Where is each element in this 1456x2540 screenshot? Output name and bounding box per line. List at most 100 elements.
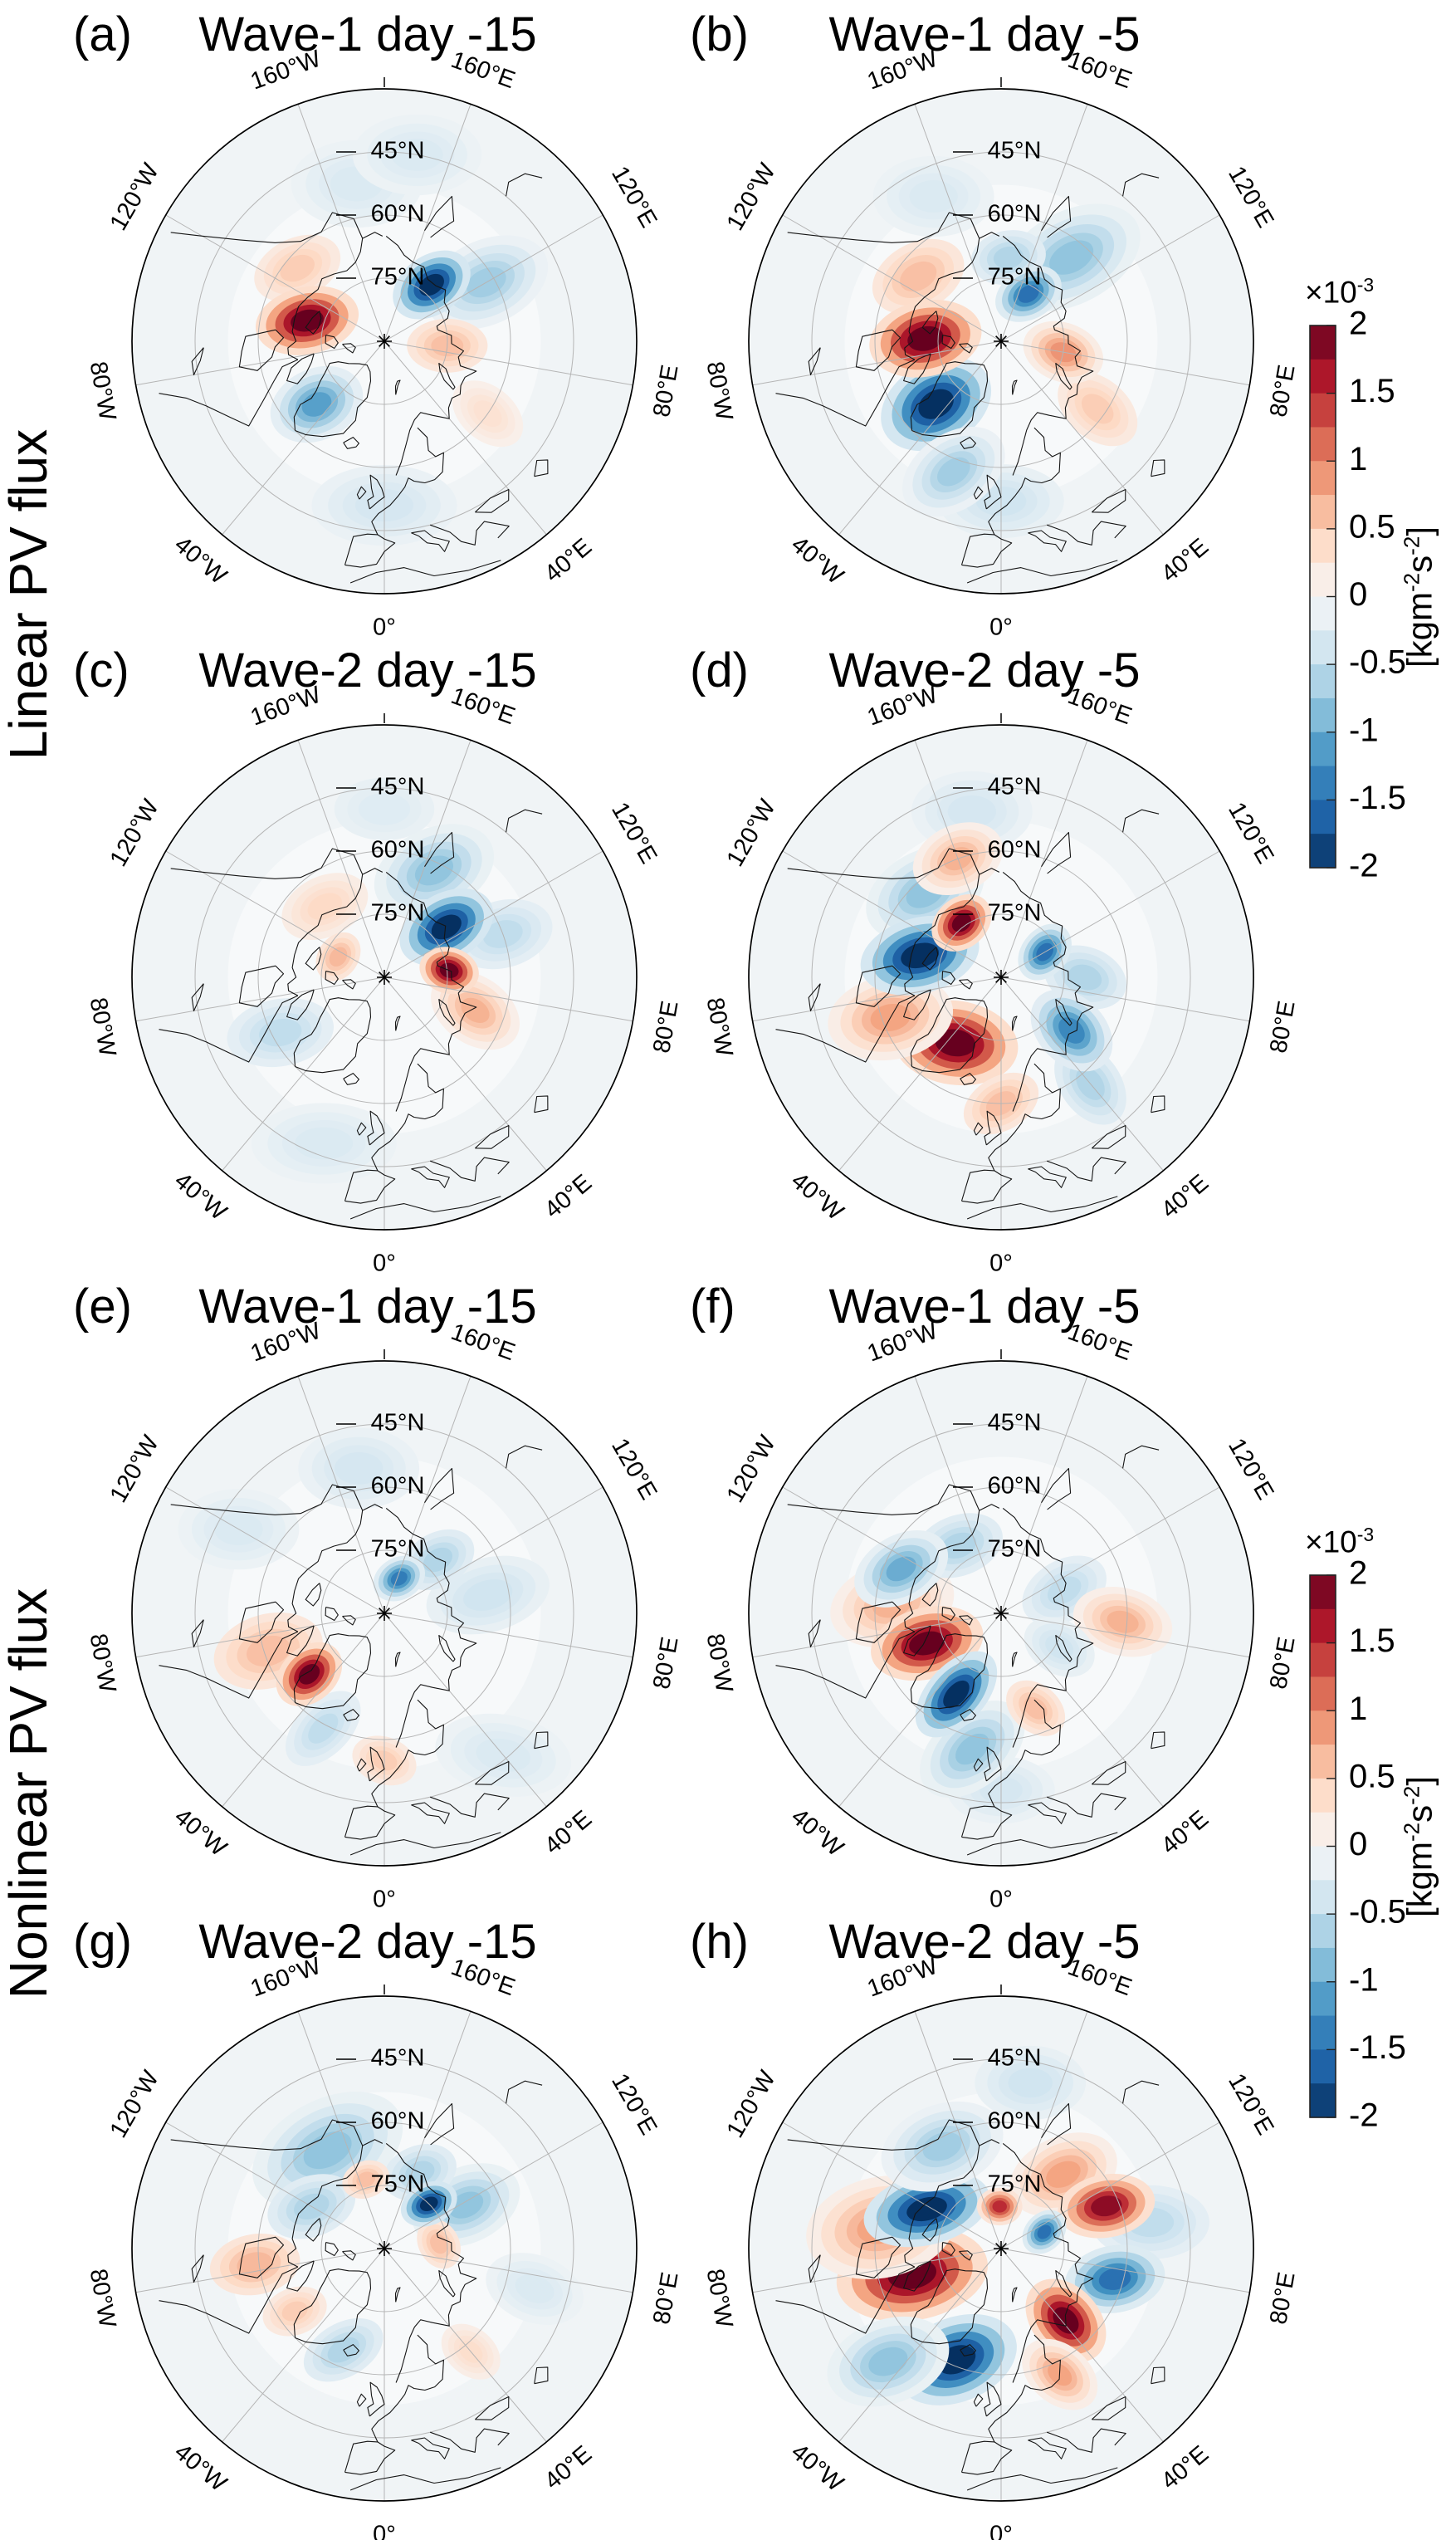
lon-label-e: 80°W xyxy=(85,1632,121,1695)
lon-label-h: 120°W xyxy=(721,2066,781,2142)
panel-letter-g: (g) xyxy=(73,1915,132,1969)
panel-title-h: Wave-2 day -5 xyxy=(828,1915,1141,1969)
lat-label-e: 60°N xyxy=(371,1473,425,1500)
lat-label-c: 75°N xyxy=(371,900,425,927)
lon-label-h: 80°W xyxy=(701,2267,738,2330)
lat-label-e: 45°N xyxy=(371,1410,425,1436)
panel-title-g: Wave-2 day -15 xyxy=(198,1915,537,1969)
lon-label-g: 80°W xyxy=(85,2267,121,2330)
colorbar-tick-label: -1 xyxy=(1349,1961,1379,1998)
map-b: 0°40°E80°E120°E160°E160°W120°W80°W40°W45… xyxy=(701,45,1301,641)
colorbar-tick-label: -1.5 xyxy=(1349,780,1406,816)
lon-label-d: 120°E xyxy=(1223,798,1278,869)
pole-marker-icon xyxy=(994,970,1009,985)
lon-label-b: 120°E xyxy=(1223,162,1278,232)
panel-title-e: Wave-1 day -15 xyxy=(198,1280,537,1334)
panel-letter-b: (b) xyxy=(690,7,749,61)
lon-label-f: 80°W xyxy=(701,1632,738,1695)
lon-label-g: 40°W xyxy=(169,2439,232,2498)
lon-label-h: 40°W xyxy=(786,2439,849,2498)
lon-label-b: 40°W xyxy=(786,531,849,590)
lat-label-d: 75°N xyxy=(988,900,1042,927)
lat-label-f: 75°N xyxy=(988,1536,1042,1563)
lon-label-a: 160°W xyxy=(247,45,325,95)
lon-label-f: 0° xyxy=(989,1887,1013,1913)
pole-marker-icon xyxy=(994,334,1009,349)
colorbar-tick-label: 1.5 xyxy=(1349,373,1395,409)
panel-title-a: Wave-1 day -15 xyxy=(198,7,537,61)
map-f: 0°40°E80°E120°E160°E160°W120°W80°W40°W45… xyxy=(701,1317,1301,1913)
pole-marker-icon xyxy=(377,334,392,349)
lat-label-e: 75°N xyxy=(371,1536,425,1563)
panel-title-f: Wave-1 day -5 xyxy=(828,1280,1141,1334)
lon-label-h: 160°E xyxy=(1064,1954,1135,2001)
lon-label-h: 120°E xyxy=(1223,2069,1278,2140)
map-h: 0° 40°E 80°E 120°E 160°E 160°W 120°W 80°W 40°W 45… xyxy=(701,1952,1301,2540)
colorbar-tick-label: -0.5 xyxy=(1349,1894,1406,1931)
lon-label-f: 160°W xyxy=(864,1317,942,1367)
lon-label-a: 40°E xyxy=(540,533,597,587)
lon-label-g: 120°W xyxy=(105,2066,164,2142)
lat-label-b: 60°N xyxy=(988,201,1042,228)
panel-title-b: Wave-1 day -5 xyxy=(828,7,1141,61)
colorbar-tick-label: 1 xyxy=(1349,441,1367,477)
lon-label-c: 160°E xyxy=(447,683,518,730)
lon-label-g: 120°E xyxy=(606,2069,662,2140)
colorbar-tick-label: 1.5 xyxy=(1349,1622,1395,1659)
pole-marker-icon xyxy=(377,2241,392,2256)
lon-label-e: 40°W xyxy=(169,1803,232,1862)
lon-label-b: 160°E xyxy=(1064,46,1135,94)
lon-label-f: 120°W xyxy=(721,1431,781,1507)
lon-label-f: 40°W xyxy=(786,1803,849,1862)
lon-label-f: 120°E xyxy=(1223,1434,1278,1505)
lat-label-c: 45°N xyxy=(371,774,425,800)
lon-label-g: 160°W xyxy=(247,1952,325,2002)
lat-label-f: 45°N xyxy=(988,1410,1042,1436)
panel-h: (h) Wave-2 day -5 0° 40°E 80°E 120°E 160°E 160°… xyxy=(669,1915,1333,2540)
group-label-nonlinear: Nonlinear PV flux xyxy=(0,1588,58,1999)
panel-title-d: Wave-2 day -5 xyxy=(828,644,1141,697)
map-d: 0° 40°E 80°E 120°E 160°E 160°W 120°W 80°W 40°W 45… xyxy=(701,681,1301,1277)
lon-label-c: 160°W xyxy=(247,681,325,731)
lat-label-g: 75°N xyxy=(371,2171,425,2198)
lon-label-c: 120°W xyxy=(105,795,164,871)
map-a: 0°40°E80°E120°E160°E160°W120°W80°W40°W45… xyxy=(85,45,684,641)
colorbar-tick-label: -1 xyxy=(1349,712,1379,748)
lat-label-b: 75°N xyxy=(988,264,1042,291)
colorbar-unit-label: [kgm-2s-2] xyxy=(1399,1775,1439,1917)
lon-label-b: 0° xyxy=(989,614,1013,641)
colorbar-tick-label: 0 xyxy=(1349,576,1367,613)
lon-label-d: 80°E xyxy=(1265,999,1300,1055)
colorbar-scale-label: ×10-3 xyxy=(1305,1524,1375,1559)
lon-label-g: 0° xyxy=(373,2522,396,2540)
lat-label-h: 60°N xyxy=(988,2108,1042,2135)
panel-letter-a: (a) xyxy=(73,7,132,61)
lon-label-e: 120°E xyxy=(606,1434,662,1505)
panel-c: (c) Wave-2 day -15 0° 40°E 80°E 120°E 160°E 160… xyxy=(52,644,716,1309)
panel-e: (e) Wave-1 day -15 0° 40°E 80°E 120°E 160°E 160… xyxy=(52,1280,716,1945)
colorbar-scale-label: ×10-3 xyxy=(1305,274,1375,310)
colorbar-1: ×10-3 2 1.5 1 0.5 0 -0.5 -1 -1.5 -2 [kgm-2s-2] xyxy=(1293,1509,1451,2184)
lon-label-h: 160°W xyxy=(864,1952,942,2002)
lon-label-f: 40°E xyxy=(1156,1805,1214,1859)
panel-letter-h: (h) xyxy=(690,1915,749,1969)
lon-label-a: 0° xyxy=(373,614,396,641)
lon-label-d: 160°W xyxy=(864,681,942,731)
lon-label-d: 40°E xyxy=(1156,1169,1214,1223)
lon-label-d: 120°W xyxy=(721,795,781,871)
panel-a: (a) Wave-1 day -15 0° 40°E 80°E 120°E 160°E 160… xyxy=(52,7,716,673)
colorbar-tick-label: -0.5 xyxy=(1349,644,1406,681)
lon-label-h: 80°E xyxy=(1265,2270,1300,2327)
lon-label-d: 40°W xyxy=(786,1167,849,1226)
lon-label-c: 40°W xyxy=(169,1167,232,1226)
lon-label-e: 40°E xyxy=(540,1805,597,1859)
lat-label-a: 75°N xyxy=(371,264,425,291)
lon-label-e: 0° xyxy=(373,1887,396,1913)
group-label-linear: Linear PV flux xyxy=(0,428,58,761)
lat-label-a: 45°N xyxy=(371,138,425,164)
lon-label-d: 0° xyxy=(989,1250,1013,1277)
lon-label-d: 80°W xyxy=(701,996,738,1059)
lon-label-e: 160°W xyxy=(247,1317,325,1367)
lat-label-d: 45°N xyxy=(988,774,1042,800)
